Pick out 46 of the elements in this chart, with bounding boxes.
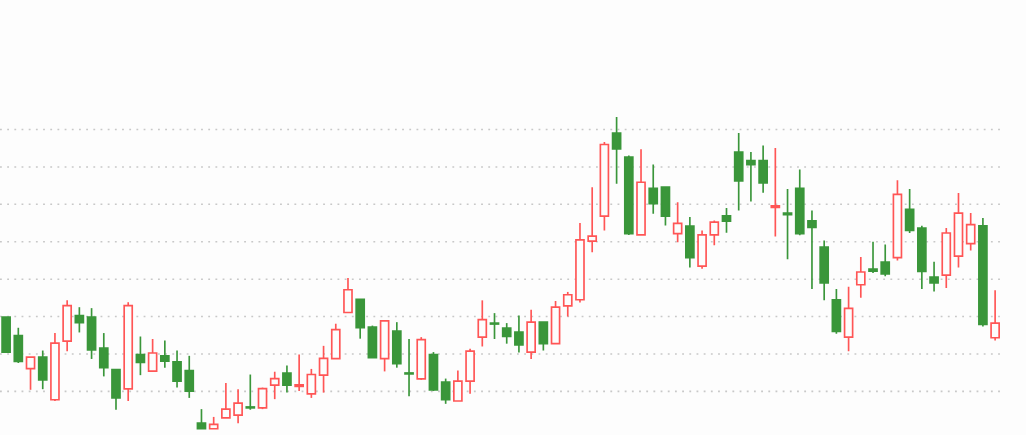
candlestick bbox=[98, 332, 109, 378]
candlestick bbox=[306, 368, 317, 399]
candlestick bbox=[25, 356, 36, 391]
candlestick bbox=[611, 116, 622, 185]
candlestick bbox=[648, 163, 659, 215]
candlestick bbox=[135, 335, 146, 376]
candlestick bbox=[453, 369, 463, 402]
candlestick bbox=[672, 201, 683, 244]
candlestick bbox=[514, 314, 524, 354]
candlestick bbox=[538, 321, 549, 352]
candlestick bbox=[709, 219, 720, 247]
candlestick bbox=[904, 188, 915, 234]
candlestick bbox=[855, 256, 866, 299]
candlestick bbox=[282, 364, 292, 394]
candlestick bbox=[440, 377, 451, 405]
candlestick bbox=[404, 338, 414, 398]
candlestick bbox=[221, 382, 231, 419]
candlestick bbox=[562, 291, 573, 318]
candlestick bbox=[501, 322, 512, 345]
candlestick bbox=[318, 345, 329, 394]
candlestick bbox=[37, 349, 48, 391]
candlestick bbox=[159, 339, 170, 369]
candlestick bbox=[489, 312, 500, 340]
candlestick bbox=[147, 338, 158, 372]
candlestick bbox=[746, 151, 756, 203]
candlestick bbox=[477, 299, 488, 348]
candlestick bbox=[294, 353, 305, 392]
candlestick bbox=[269, 370, 280, 400]
candlestick bbox=[868, 240, 878, 274]
candlestick bbox=[770, 147, 781, 238]
candlestick bbox=[587, 186, 598, 254]
candlestick bbox=[990, 289, 1000, 342]
candlestick bbox=[74, 306, 85, 334]
candlestick bbox=[721, 207, 732, 234]
candlestick bbox=[758, 144, 768, 194]
candlestick bbox=[965, 212, 976, 252]
candlestick bbox=[343, 277, 353, 314]
candlestick bbox=[929, 260, 939, 293]
candlestick bbox=[172, 349, 182, 389]
candlestick bbox=[233, 388, 243, 424]
candlestick bbox=[196, 408, 207, 430]
candlestick bbox=[245, 373, 256, 411]
candlestick bbox=[782, 188, 793, 261]
candlestick bbox=[184, 354, 195, 399]
candlestick bbox=[807, 209, 817, 290]
candlestick bbox=[880, 243, 891, 278]
